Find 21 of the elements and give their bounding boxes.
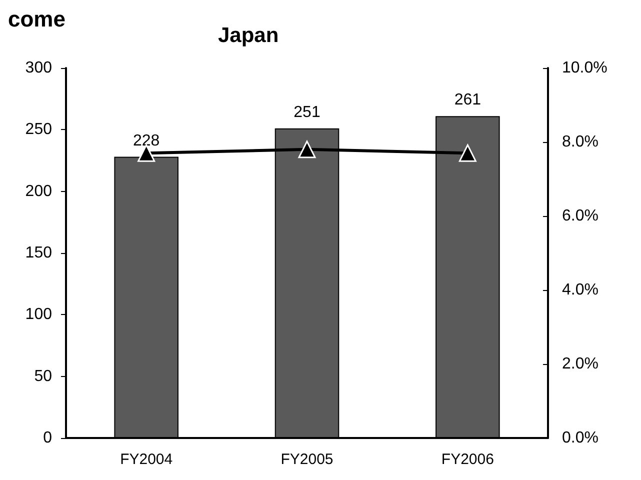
y-tick-label: 250	[25, 121, 52, 138]
y2-tick-label: 2.0%	[562, 356, 598, 372]
data-label: 251	[294, 104, 320, 121]
data-label: 261	[454, 92, 482, 109]
y2-tick-label: 6.0%	[562, 208, 598, 224]
y2-tick-label: 4.0%	[562, 282, 598, 298]
chart-title: Japan	[218, 24, 279, 47]
data-label: 228	[132, 132, 160, 150]
y-tick-label: 50	[34, 368, 52, 385]
y-tick-label: 300	[25, 60, 52, 76]
y2-tick-label: 8.0%	[562, 134, 598, 150]
x-tick-label: FY2005	[280, 451, 334, 468]
y-tick-label: 100	[25, 306, 52, 324]
y-tick-label: 0	[43, 430, 52, 446]
y-tick-label: 150	[25, 244, 52, 262]
y2-tick-label: 10.0%	[562, 60, 608, 76]
x-tick-label: FY2004	[120, 451, 173, 468]
y-tick-label: 200	[25, 182, 52, 200]
y2-tick-label: 0.0%	[562, 430, 598, 446]
text: come	[8, 6, 66, 32]
x-tick-label: FY2006	[441, 451, 494, 468]
